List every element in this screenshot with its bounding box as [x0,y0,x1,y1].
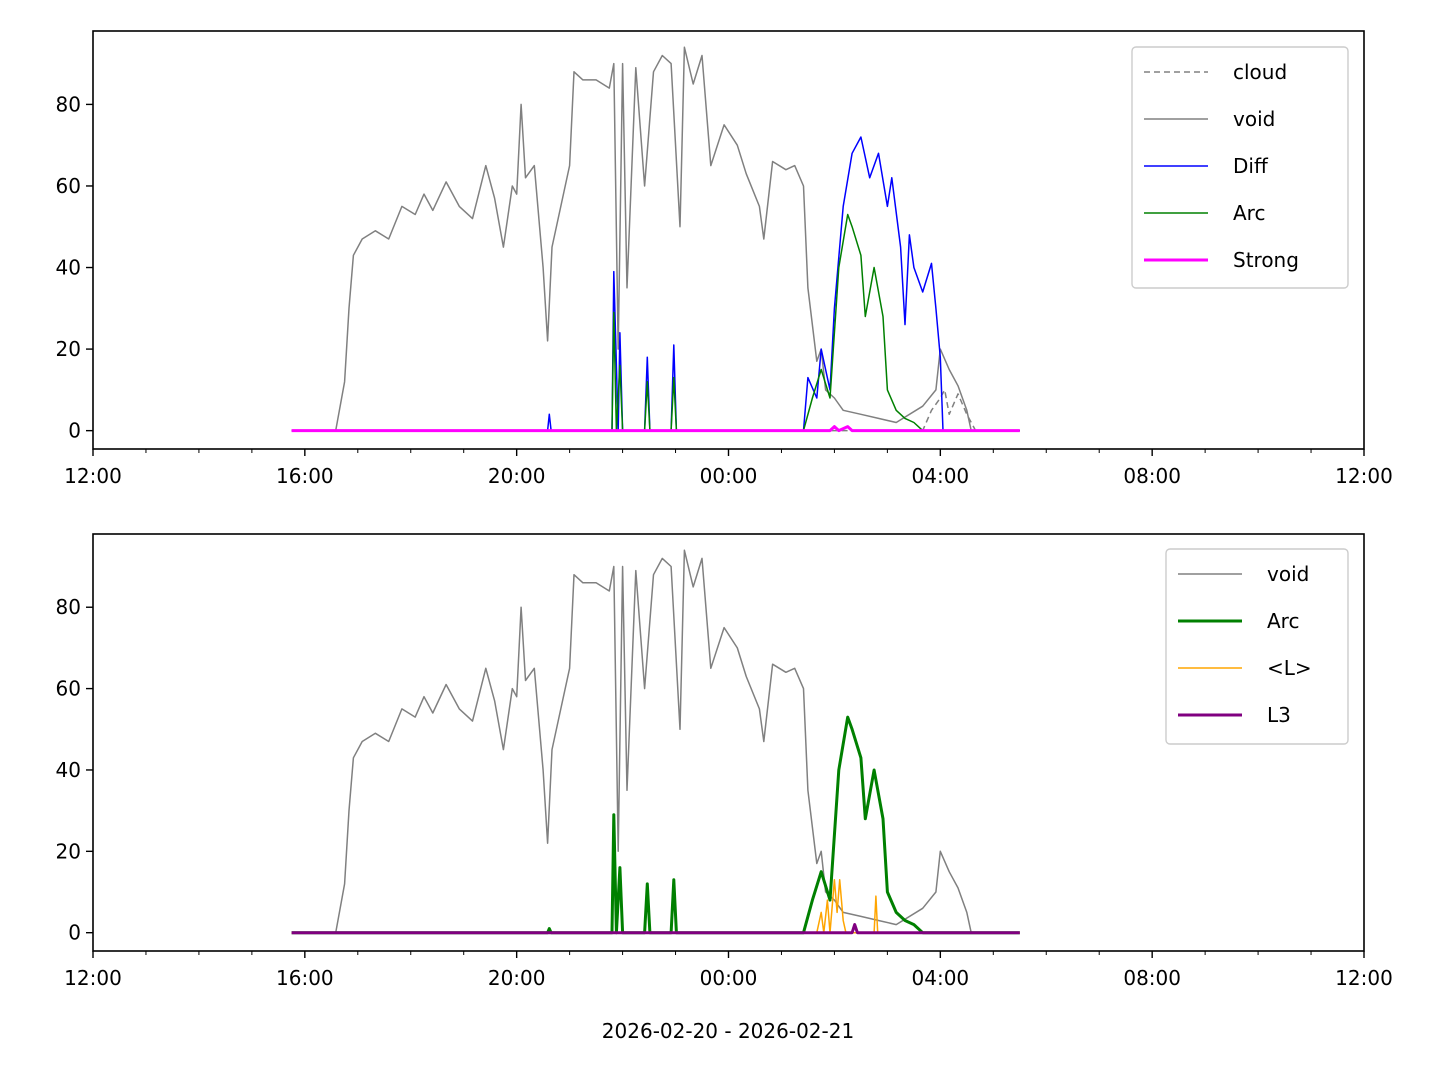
legend-label: <L> [1267,656,1312,680]
y-tick-label: 0 [68,921,81,945]
series-line-arc [291,213,1020,432]
legend-label: Arc [1267,609,1299,633]
y-tick-label: 0 [68,419,81,443]
legend-label: void [1267,562,1309,586]
y-tick-label: 80 [56,595,81,619]
x-tick-label: 16:00 [276,966,334,990]
x-tick-label: 20:00 [488,966,546,990]
series-line-cloud [291,389,1020,432]
y-tick-label: 60 [56,677,81,701]
series-line-diff [291,136,1020,432]
x-tick-label: 04:00 [912,464,970,488]
series-line-l3 [291,923,1020,935]
legend-label: cloud [1233,60,1287,84]
legend: void Arc <L> L3 [1165,548,1349,745]
y-tick-label: 40 [56,758,81,782]
y-tick-label: 20 [56,337,81,361]
x-tick-label: 12:00 [64,464,122,488]
legend: cloud void Diff Arc Strong [1131,46,1349,289]
bottom-chart-panel: 0 20 40 60 80 12:00 16:00 20:00 00:00 04:00 08:00 1… [56,533,1393,990]
x-tick-label: 08:00 [1123,464,1181,488]
y-tick-label: 80 [56,92,81,116]
x-tick-label: 16:00 [276,464,334,488]
x-tick-label: 12:00 [1335,464,1393,488]
legend-box [1131,46,1349,289]
x-tick-label: 20:00 [488,464,546,488]
legend-label: Strong [1233,248,1299,272]
series-group [291,549,1020,935]
y-tick-label: 40 [56,256,81,280]
legend-label: void [1233,107,1275,131]
series-line-void [291,46,1020,432]
series-line-arc [291,715,1020,935]
top-chart-panel: 0 20 40 60 80 12:00 16:00 20:00 00:00 04:00 08:00 1… [56,30,1393,488]
legend-label: L3 [1267,703,1291,727]
x-tick-label: 12:00 [64,966,122,990]
legend-label: Arc [1233,201,1265,225]
series-line-strong [291,425,1020,433]
x-tick-label: 00:00 [700,966,758,990]
figure-xlabel: 2026-02-20 - 2026-02-21 [602,1019,854,1043]
legend-box [1165,548,1349,745]
x-tick-label: 04:00 [912,966,970,990]
series-group [291,46,1020,433]
x-tick-label: 00:00 [700,464,758,488]
legend-label: Diff [1233,154,1269,178]
series-line-l [291,879,1020,934]
x-tick-label: 08:00 [1123,966,1181,990]
y-tick-label: 20 [56,839,81,863]
x-tick-label: 12:00 [1335,966,1393,990]
y-tick-label: 60 [56,174,81,198]
